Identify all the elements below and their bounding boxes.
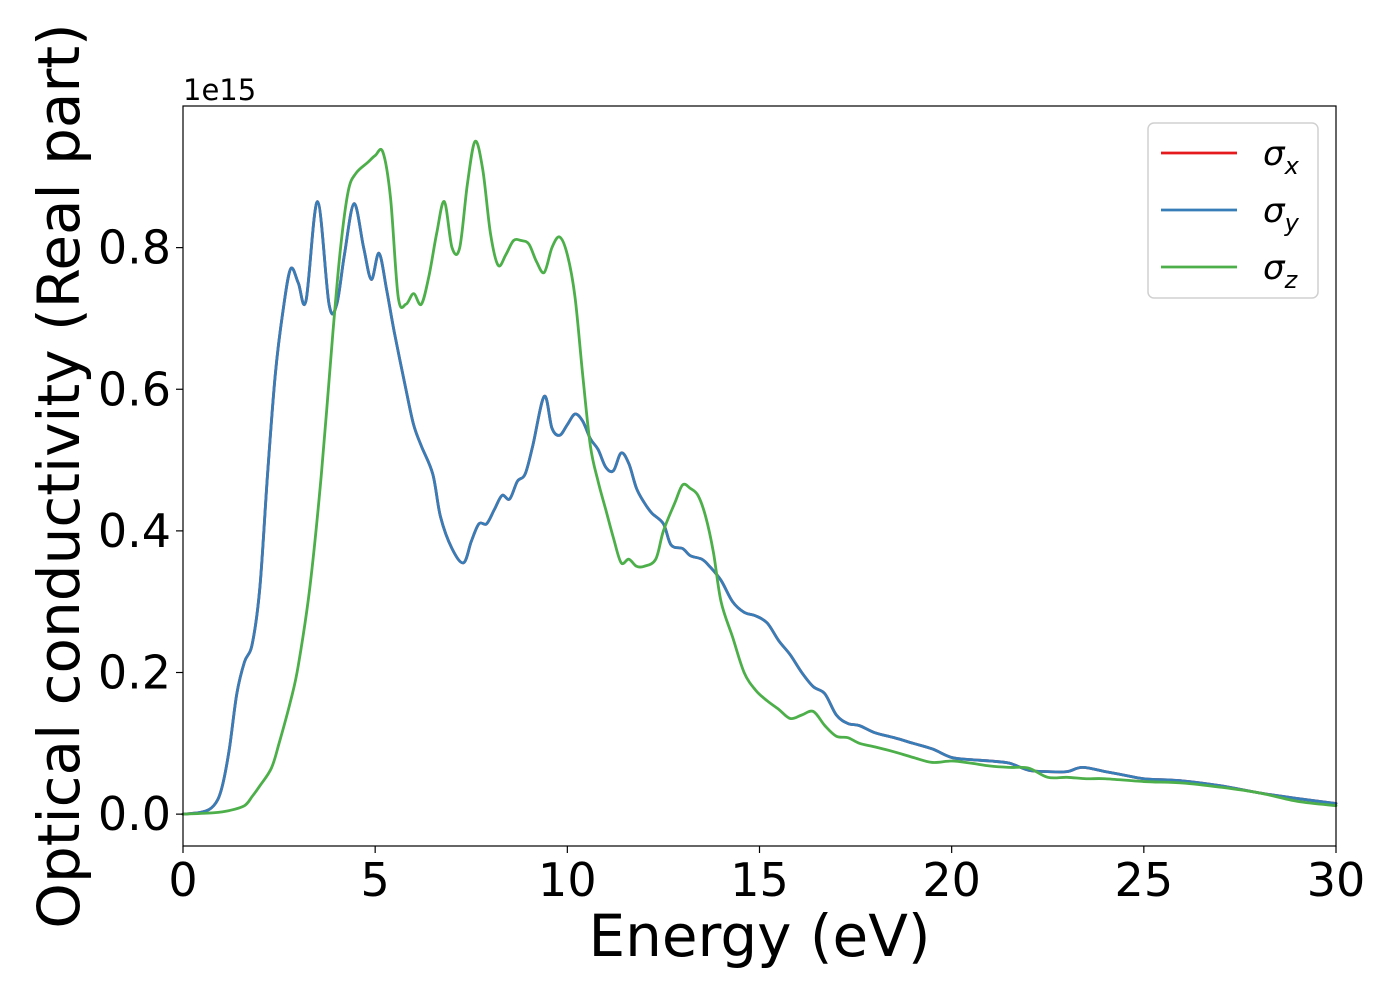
legend-symbol: σ [1263,248,1286,288]
x-tick-label-25: 25 [1115,853,1174,907]
legend-label-y: σy [1263,191,1300,237]
y-tick-label-0.4: 0.4 [98,504,171,558]
series-layer [181,139,1338,816]
y-tick-label-0.2: 0.2 [98,646,171,700]
x-tick-label-10: 10 [538,853,597,907]
x-tick-label-0: 0 [168,853,197,907]
x-tick-label-20: 20 [922,853,981,907]
y-axis: 0.0 0.2 0.4 0.6 0.8 [98,221,183,841]
series-line-z [181,139,1338,816]
x-tick-label-30: 30 [1307,853,1366,907]
x-axis-label: Energy (eV) [588,902,930,970]
legend-label-z: σz [1263,248,1299,294]
legend-subscript: y [1284,209,1300,237]
plot-area [183,106,1336,846]
x-axis: 0 5 10 15 20 25 30 [168,846,1365,907]
legend-label-x: σx [1263,134,1300,180]
series-line-y [181,200,1338,816]
y-tick-label-0.0: 0.0 [98,787,171,841]
y-tick-label-0.8: 0.8 [98,221,171,275]
legend-subscript: z [1284,266,1299,294]
y-offset-label: 1e15 [183,73,256,107]
y-tick-label-0.6: 0.6 [98,362,171,416]
x-tick-label-15: 15 [730,853,789,907]
y-axis-label: Optical conductivity (Real part) [25,23,93,928]
x-tick-label-5: 5 [361,853,390,907]
legend-symbol: σ [1263,191,1286,231]
legend-symbol: σ [1263,134,1286,174]
legend-subscript: x [1284,152,1300,180]
